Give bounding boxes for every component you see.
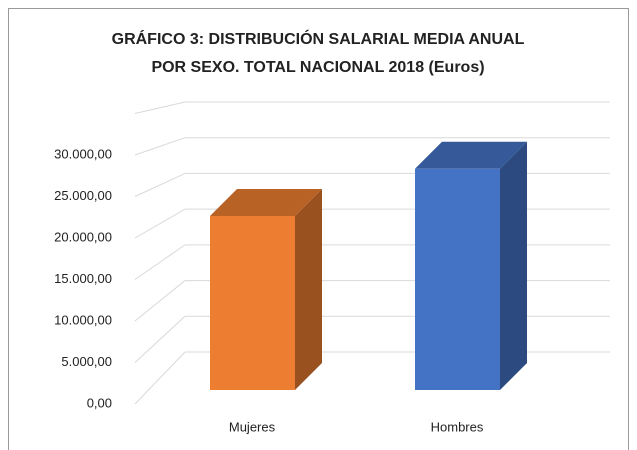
grid-line	[134, 280, 186, 322]
grid-line	[134, 137, 186, 156]
grid-line	[134, 208, 186, 239]
bar-side	[500, 141, 527, 390]
grid-line	[134, 351, 186, 405]
x-tick-label: Hombres	[431, 419, 484, 434]
y-tick-label: 30.000,00	[54, 146, 112, 161]
y-tick-label: 25.000,00	[54, 188, 112, 203]
y-tick-label: 0,00	[87, 395, 112, 410]
x-tick-label: Mujeres	[229, 419, 276, 434]
bar-side	[295, 189, 322, 390]
chart-title: GRÁFICO 3: DISTRIBUCIÓN SALARIAL MEDIA A…	[112, 29, 525, 48]
bar	[210, 216, 295, 390]
y-tick-label: 20.000,00	[54, 229, 112, 244]
grid-line	[134, 101, 186, 114]
bar	[415, 168, 500, 390]
chart-title: POR SEXO. TOTAL NACIONAL 2018 (Euros)	[151, 59, 484, 76]
grid-line	[134, 172, 186, 197]
y-tick-label: 10.000,00	[54, 312, 112, 327]
y-tick-label: 5.000,00	[61, 354, 112, 369]
bar-top	[210, 189, 322, 216]
grid-line	[134, 244, 186, 280]
grid-line	[134, 315, 186, 363]
bar-top	[415, 141, 527, 169]
y-tick-label: 15.000,00	[54, 271, 112, 286]
